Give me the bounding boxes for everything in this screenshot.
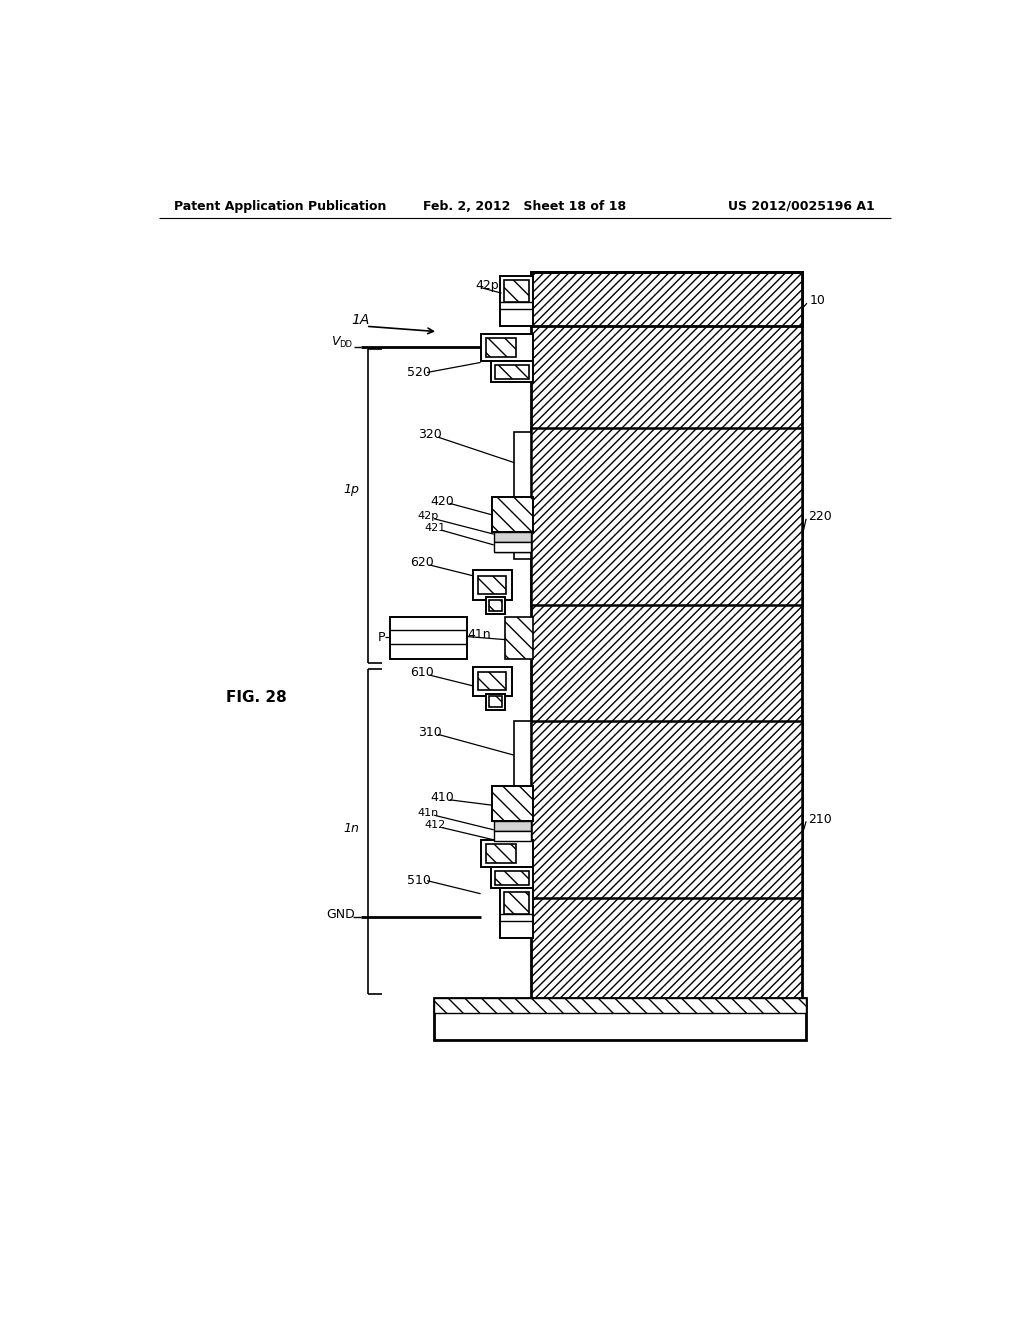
Bar [480, 840, 532, 867]
Bar [486, 338, 515, 358]
Bar [490, 867, 532, 888]
Bar [531, 272, 802, 326]
Text: 42p: 42p [475, 279, 499, 292]
Bar [494, 543, 531, 552]
Text: 1A: 1A [351, 313, 370, 327]
Bar [390, 616, 467, 659]
Text: 610: 610 [410, 667, 434, 680]
Text: 1p: 1p [343, 483, 359, 496]
Bar [480, 334, 532, 360]
Bar [490, 360, 532, 383]
Text: US 2012/0025196 A1: US 2012/0025196 A1 [728, 199, 876, 213]
Text: 310: 310 [418, 726, 441, 739]
Bar [506, 616, 532, 659]
Text: 42p: 42p [417, 511, 438, 521]
Text: GND: GND [327, 908, 355, 921]
Text: 41n: 41n [417, 808, 438, 818]
Bar [504, 280, 528, 302]
Bar [495, 364, 528, 379]
Text: Patent Application Publication: Patent Application Publication [174, 199, 387, 213]
Text: 510: 510 [407, 874, 431, 887]
Bar [473, 667, 512, 696]
Bar [486, 693, 506, 710]
Text: 410: 410 [430, 791, 454, 804]
Text: 41n: 41n [467, 628, 492, 640]
Text: 210: 210 [809, 813, 833, 825]
Text: 620: 620 [410, 556, 434, 569]
Bar [489, 599, 503, 611]
Bar [500, 888, 532, 939]
Bar [494, 830, 531, 841]
Text: DD: DD [340, 341, 352, 350]
Bar [500, 276, 532, 326]
Bar [473, 570, 512, 599]
Bar [478, 672, 506, 690]
Text: FIG. 28: FIG. 28 [225, 690, 287, 705]
Bar [486, 843, 515, 863]
Bar [514, 721, 531, 851]
Bar [493, 785, 532, 821]
Text: 421: 421 [425, 523, 446, 533]
Bar [531, 721, 802, 898]
Text: Feb. 2, 2012   Sheet 18 of 18: Feb. 2, 2012 Sheet 18 of 18 [423, 199, 627, 213]
Bar [531, 428, 802, 605]
Text: 1n: 1n [343, 822, 359, 834]
Bar [514, 432, 531, 558]
Text: 520: 520 [407, 366, 431, 379]
Bar [493, 498, 532, 532]
Text: 10: 10 [810, 294, 826, 308]
Bar [531, 272, 802, 1006]
Bar [504, 892, 528, 913]
Text: 220: 220 [809, 510, 833, 523]
Bar [494, 532, 531, 541]
Bar [494, 821, 531, 830]
Text: P: P [378, 631, 385, 644]
Bar [486, 597, 506, 614]
Text: 412: 412 [425, 820, 446, 830]
Text: V: V [331, 335, 340, 348]
Text: 420: 420 [430, 495, 454, 508]
Bar [434, 998, 806, 1014]
Bar [434, 998, 806, 1040]
Bar [495, 871, 528, 884]
Bar [478, 576, 506, 594]
Bar [489, 696, 503, 708]
Text: 320: 320 [418, 428, 441, 441]
